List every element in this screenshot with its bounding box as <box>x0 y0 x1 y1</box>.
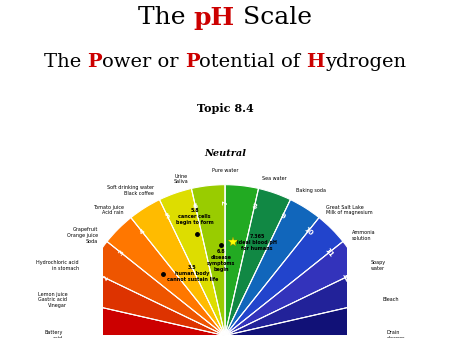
Text: P: P <box>185 52 199 71</box>
Wedge shape <box>191 185 225 336</box>
Wedge shape <box>225 218 343 336</box>
Wedge shape <box>225 185 259 336</box>
Text: Ammonia
solution: Ammonia solution <box>352 230 375 241</box>
Text: Neutral: Neutral <box>204 149 246 158</box>
Text: Great Salt Lake
Milk of magnesium: Great Salt Lake Milk of magnesium <box>326 204 373 215</box>
Wedge shape <box>131 200 225 336</box>
Text: ower or: ower or <box>102 52 185 71</box>
Text: 12: 12 <box>340 272 349 284</box>
Text: The: The <box>138 6 194 29</box>
Wedge shape <box>225 241 361 336</box>
Text: 0: 0 <box>89 333 95 338</box>
Wedge shape <box>225 270 372 336</box>
Text: 7: 7 <box>222 200 228 205</box>
Text: 5: 5 <box>164 212 171 220</box>
Text: 6: 6 <box>193 203 198 210</box>
Text: 13: 13 <box>351 300 359 311</box>
Wedge shape <box>225 189 290 336</box>
Text: 5.8
cancer cells
begin to form: 5.8 cancer cells begin to form <box>176 208 213 225</box>
Text: Soapy
water: Soapy water <box>371 261 386 271</box>
Text: 10: 10 <box>302 226 314 237</box>
Text: 1: 1 <box>92 303 99 309</box>
Text: 3.5
human body
cannot sustain life: 3.5 human body cannot sustain life <box>167 265 218 282</box>
Text: 7.365
ideal blood pH
for humans: 7.365 ideal blood pH for humans <box>237 234 277 251</box>
Text: 3: 3 <box>117 249 125 257</box>
Text: Soft drinking water
Black coffee: Soft drinking water Black coffee <box>107 186 154 196</box>
Wedge shape <box>107 218 225 336</box>
Text: Hydrochloric acid
in stomach: Hydrochloric acid in stomach <box>36 261 79 271</box>
Text: Grapefruit
Orange juice
Soda: Grapefruit Orange juice Soda <box>67 227 98 244</box>
Text: otential of: otential of <box>199 52 306 71</box>
Text: 9: 9 <box>279 212 286 220</box>
Text: Drain
cleaner: Drain cleaner <box>387 330 405 338</box>
Text: 14: 14 <box>355 331 361 338</box>
Text: Bleach: Bleach <box>383 297 399 302</box>
Text: 6.8
disease
symptoms
begin: 6.8 disease symptoms begin <box>207 249 235 272</box>
Wedge shape <box>225 302 376 336</box>
Text: 8: 8 <box>252 203 257 210</box>
Text: Baking soda: Baking soda <box>296 188 326 193</box>
Text: Pure water: Pure water <box>212 168 238 172</box>
Text: H: H <box>306 52 325 71</box>
Text: 2: 2 <box>102 274 109 282</box>
Wedge shape <box>78 270 225 336</box>
Text: The: The <box>44 52 87 71</box>
Text: pH: pH <box>194 6 235 30</box>
Wedge shape <box>89 241 225 336</box>
Wedge shape <box>74 302 225 336</box>
Text: Battery
acid: Battery acid <box>45 330 63 338</box>
Text: 4: 4 <box>139 228 146 236</box>
Text: Lemon juice
Gastric acid
Vinegar: Lemon juice Gastric acid Vinegar <box>37 292 67 308</box>
Text: Urine
Saliva: Urine Saliva <box>173 174 188 184</box>
Text: Topic 8.4: Topic 8.4 <box>197 102 253 114</box>
Wedge shape <box>225 200 319 336</box>
Wedge shape <box>160 189 225 336</box>
Text: Sea water: Sea water <box>262 176 287 182</box>
Text: ydrogen: ydrogen <box>325 52 406 71</box>
Text: 11: 11 <box>324 247 334 259</box>
Text: Scale: Scale <box>235 6 312 29</box>
Text: Tomato juice
Acid rain: Tomato juice Acid rain <box>93 204 124 215</box>
Text: P: P <box>87 52 102 71</box>
